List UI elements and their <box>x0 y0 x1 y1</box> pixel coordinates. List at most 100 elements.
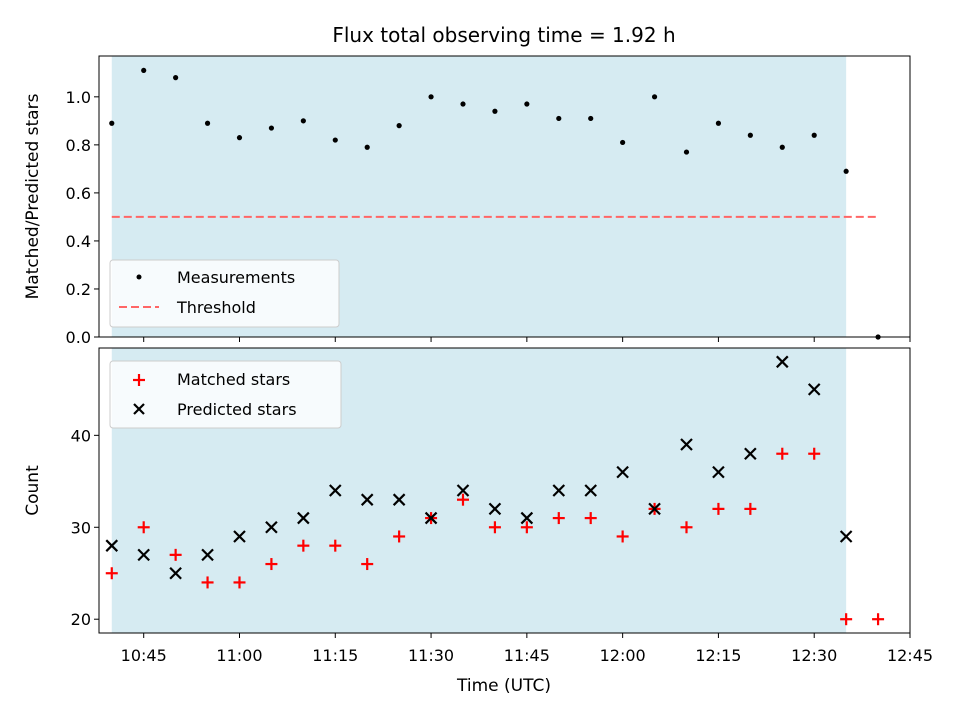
predicted-star-point <box>265 520 278 534</box>
predicted-star-point <box>233 530 246 543</box>
measurement-point <box>747 132 753 138</box>
measurement-points <box>109 67 881 340</box>
matched-star-point <box>584 512 597 525</box>
matched-star-point <box>456 493 469 506</box>
x-tick-label: 12:45 <box>887 646 933 665</box>
predicted-star-point <box>712 465 725 479</box>
measurement-point <box>683 149 690 155</box>
predicted-star-point <box>137 548 150 562</box>
measurement-point <box>109 120 115 126</box>
measurement-point <box>843 168 849 174</box>
predicted-star-point <box>105 539 119 552</box>
legend-matched-marker <box>133 374 145 386</box>
x-tick-label: 12:15 <box>695 646 741 665</box>
predicted-star-point <box>360 493 374 506</box>
x-tick-label: 11:30 <box>408 646 454 665</box>
y-tick-label: 40 <box>71 426 91 445</box>
y-tick-label: 0.8 <box>66 136 91 155</box>
top-legend: Measurements Threshold <box>109 259 340 328</box>
bottom-legend-box <box>109 360 342 429</box>
bottom-y-axis-label: Count <box>23 465 43 516</box>
measurement-point <box>651 94 658 100</box>
bottom-y-ticks: 20 30 40 <box>71 426 99 629</box>
matched-star-point <box>712 502 725 515</box>
chart-title: Flux total observing time = 1.92 h <box>332 23 675 47</box>
predicted-star-point <box>201 548 214 562</box>
top-axes-frame <box>98 55 911 338</box>
matched-star-point <box>201 576 214 589</box>
predicted-star-point <box>648 502 661 516</box>
predicted-star-point <box>424 511 438 525</box>
predicted-star-point <box>807 383 821 396</box>
x-tick-label: 11:45 <box>504 646 550 665</box>
measurement-point <box>460 101 466 107</box>
x-tick-label: 11:00 <box>216 646 262 665</box>
measurement-point <box>364 144 370 150</box>
measurement-point <box>396 123 402 129</box>
y-tick-label: 1.0 <box>66 88 91 107</box>
matched-star-point <box>840 613 853 626</box>
matched-star-point <box>808 447 821 460</box>
matched-star-point <box>776 447 789 460</box>
matched-star-point <box>169 548 182 561</box>
measurement-point <box>556 115 562 122</box>
measurement-point <box>588 115 594 122</box>
predicted-star-point <box>392 493 406 506</box>
measurement-point <box>300 118 306 124</box>
x-tick-label: 12:00 <box>600 646 646 665</box>
y-tick-label: 0.4 <box>66 232 91 251</box>
x-axis-label: Time (UTC) <box>456 676 551 696</box>
bottom-panel: 20 30 40 10:45 11:00 11:15 11:30 11:45 12:00 12:… <box>23 347 933 696</box>
predicted-star-point <box>776 355 789 369</box>
measurement-point <box>236 135 243 141</box>
y-tick-label: 0.6 <box>66 184 91 203</box>
measurement-point <box>524 101 530 107</box>
star-count-points <box>105 355 885 626</box>
predicted-star-point <box>488 502 502 516</box>
predicted-star-point <box>552 484 566 497</box>
predicted-star-point <box>584 484 597 497</box>
measurement-point <box>141 67 147 74</box>
matched-star-point <box>233 576 246 589</box>
legend-threshold-label: Threshold <box>176 298 256 317</box>
measurement-point <box>715 120 722 126</box>
matched-star-point <box>552 512 565 525</box>
bottom-axes-frame <box>98 347 911 634</box>
predicted-star-point <box>839 530 853 543</box>
predicted-star-point <box>297 511 310 525</box>
top-x-ticks <box>143 337 911 342</box>
measurement-point <box>204 120 211 126</box>
top-y-axis-label: Matched/Predicted stars <box>23 93 43 299</box>
predicted-star-point <box>520 511 534 525</box>
bottom-legend: Matched stars Predicted stars <box>109 360 342 429</box>
matched-star-point <box>137 521 150 534</box>
x-tick-label: 10:45 <box>121 646 167 665</box>
matched-star-point <box>616 530 629 543</box>
bottom-x-ticks: 10:45 11:00 11:15 11:30 11:45 12:00 12:15 12:30… <box>121 633 933 665</box>
matched-star-point <box>361 558 374 571</box>
predicted-star-point <box>456 484 470 497</box>
measurement-point <box>492 108 498 114</box>
matched-star-point <box>105 567 118 580</box>
measurement-point <box>268 125 275 131</box>
predicted-star-point <box>680 438 693 451</box>
matched-star-point <box>680 521 693 534</box>
y-tick-label: 20 <box>71 610 91 629</box>
matched-star-point <box>872 613 885 626</box>
legend-measurements-label: Measurements <box>177 268 295 287</box>
matched-star-point <box>488 521 501 534</box>
x-tick-label: 12:30 <box>791 646 837 665</box>
measurement-point <box>811 132 817 138</box>
top-panel: 0.0 0.2 0.4 0.6 0.8 1.0 Matched/Predicted sta… <box>23 55 911 347</box>
top-y-ticks: 0.0 0.2 0.4 0.6 0.8 1.0 <box>66 88 99 347</box>
legend-measurements-marker <box>136 274 142 280</box>
y-tick-label: 0.0 <box>66 328 91 347</box>
top-legend-box <box>109 259 340 328</box>
matched-star-point <box>744 502 757 515</box>
predicted-star-point <box>169 566 182 580</box>
measurement-point <box>779 144 785 150</box>
legend-matched-label: Matched stars <box>177 370 290 389</box>
measurement-point <box>620 139 626 146</box>
measurement-point <box>332 137 338 143</box>
